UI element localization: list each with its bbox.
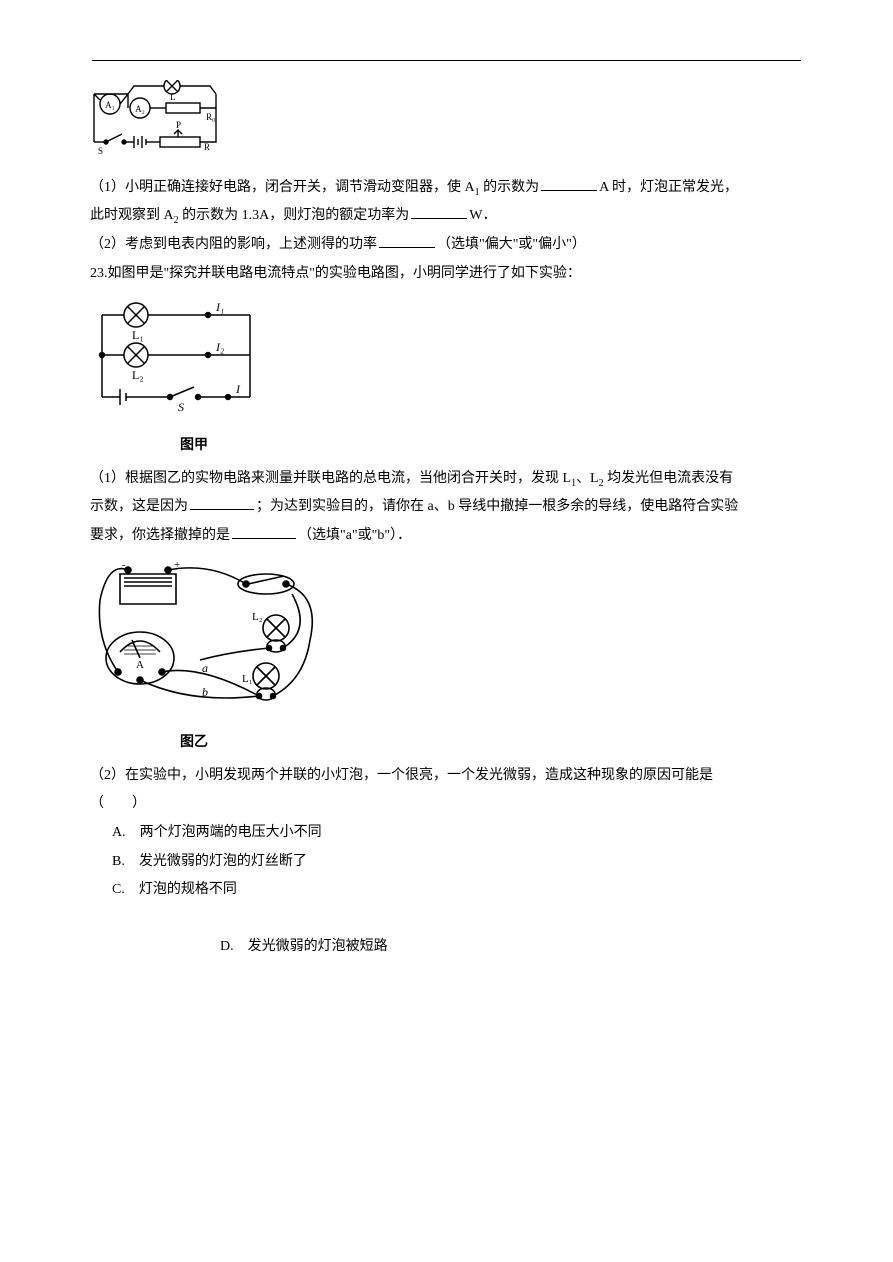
- blank-a1-reading: [541, 177, 597, 191]
- q23-p1-line1: （1）根据图乙的实物电路来测量并联电路的总电流，当他闭合开关时，发现 L1、L2…: [90, 466, 803, 493]
- blank-reason: [190, 496, 254, 510]
- svg-text:R: R: [204, 142, 210, 152]
- svg-text:A: A: [136, 659, 144, 671]
- svg-text:L: L: [170, 92, 176, 102]
- svg-text:L₁: L₁: [242, 673, 253, 685]
- svg-text:P: P: [176, 120, 181, 130]
- page-content: A₁ A₂ R₀ L S: [90, 80, 803, 961]
- blank-rated-power: [411, 205, 467, 219]
- q22-part1-line1: （1）小明正确连接好电路，闭合开关，调节滑动变阻器，使 A1 的示数为A 时，灯…: [90, 175, 803, 202]
- svg-text:I: I: [235, 382, 241, 396]
- caption-yi: 图乙: [180, 730, 803, 757]
- svg-text:L₂: L₂: [132, 368, 144, 382]
- svg-text:L₁: L₁: [132, 328, 144, 342]
- svg-text:A₂: A₂: [135, 104, 145, 114]
- q23-p2-line1: （2）在实验中，小明发现两个并联的小灯泡，一个很亮，一个发光微弱，造成这种现象的…: [90, 763, 803, 790]
- q22-part1-line2: 此时观察到 A2 的示数为 1.3A，则灯泡的额定功率为W．: [90, 203, 803, 230]
- svg-text:b: b: [202, 685, 208, 699]
- svg-text:R₀: R₀: [206, 112, 215, 122]
- svg-text:L₂: L₂: [252, 611, 263, 623]
- q23-p2-line2: （ ）: [90, 791, 803, 818]
- q22-part2: （2）考虑到电表内阻的影响，上述测得的功率（选填"偏大"或"偏小"）: [90, 232, 803, 259]
- svg-text:S: S: [178, 400, 184, 412]
- option-c: C. 灯泡的规格不同: [112, 877, 803, 904]
- blank-bias: [379, 234, 435, 248]
- horizontal-rule: [92, 60, 801, 61]
- svg-text:a: a: [202, 661, 208, 675]
- q23-diagram-jia: L₁ I₁ L₂ I₂: [90, 297, 803, 423]
- q23-intro: 23.如图甲是"探究并联电路电流特点"的实验电路图，小明同学进行了如下实验：: [90, 261, 803, 288]
- q23-diagram-yi: - + A L₂: [90, 560, 803, 721]
- option-d: D. 发光微弱的灯泡被短路: [220, 934, 803, 961]
- caption-jia: 图甲: [180, 433, 803, 460]
- svg-text:A₁: A₁: [105, 100, 115, 110]
- svg-text:I₁: I₁: [215, 300, 224, 314]
- option-b: B. 发光微弱的灯泡的灯丝断了: [112, 849, 803, 876]
- q23-p1-line2: 示数，这是因为；为达到实验目的，请你在 a、b 导线中撤掉一根多余的导线，使电路…: [90, 494, 803, 521]
- blank-choice-ab: [232, 525, 296, 539]
- option-a: A. 两个灯泡两端的电压大小不同: [112, 820, 803, 847]
- svg-text:I₂: I₂: [215, 340, 224, 354]
- q22-circuit-diagram: A₁ A₂ R₀ L S: [90, 80, 803, 169]
- svg-text:S: S: [98, 146, 103, 156]
- q23-p1-line3: 要求，你选择撤掉的是（选填"a"或"b"）．: [90, 523, 803, 550]
